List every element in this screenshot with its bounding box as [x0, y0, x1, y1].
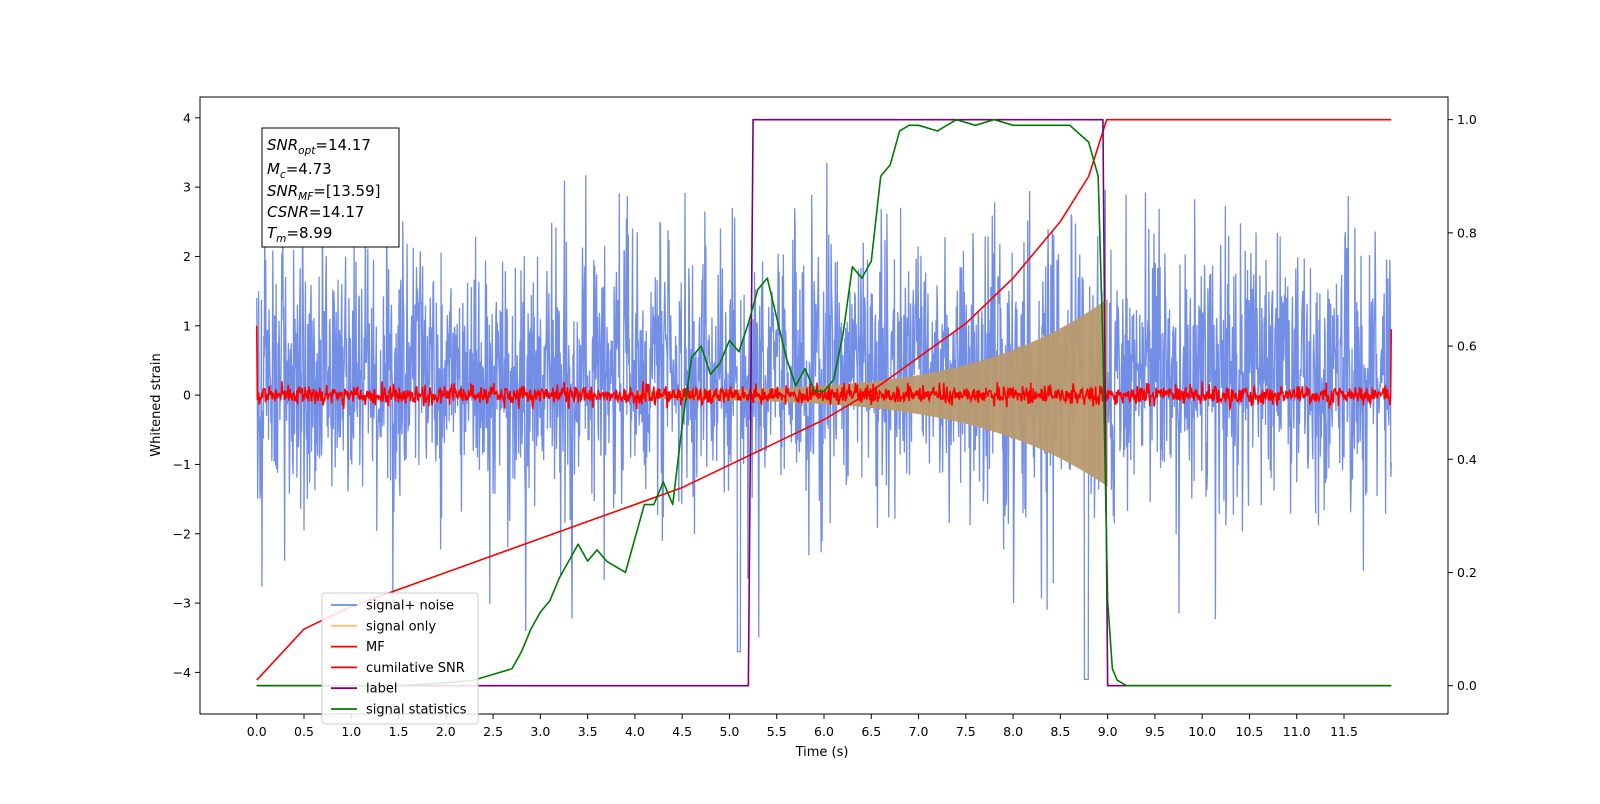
- annotation-var: CSNR: [267, 203, 309, 221]
- annotation-line-snr-mf: SNRMF=[13.59]: [267, 182, 381, 203]
- plot-layer: [255, 118, 1393, 687]
- annotation-var: SNR: [267, 182, 298, 200]
- annotation-var: M: [267, 160, 280, 178]
- annotation-sub: c: [280, 169, 286, 181]
- x-axis: 0.0 0.5 1.0 1.5 2.0 2.5 3.0 3.5 4.0 4.5 5.0 5.5 6.0 6…: [247, 714, 1358, 739]
- y-tick-label-left: 1: [183, 318, 191, 333]
- y-tick-label-right: 0.6: [1457, 339, 1477, 354]
- y-tick-label-left: 0: [183, 388, 191, 403]
- x-tick-label: 5.0: [720, 724, 740, 739]
- x-tick-label: 10.0: [1188, 724, 1216, 739]
- x-tick-label: 0.5: [294, 724, 314, 739]
- x-tick-label: 8.5: [1050, 724, 1070, 739]
- x-tick-label: 6.5: [861, 724, 881, 739]
- annotation-sub: m: [276, 233, 286, 245]
- x-tick-label: 10.5: [1236, 724, 1264, 739]
- y-tick-label-left: −3: [173, 596, 191, 611]
- x-tick-label: 6.0: [814, 724, 834, 739]
- x-axis-label: Time (s): [795, 745, 849, 760]
- legend-label: cumilative SNR: [366, 661, 465, 676]
- y-axis-label: Whitened strain: [149, 353, 164, 456]
- y-tick-label-left: 4: [183, 110, 191, 125]
- x-tick-label: 1.0: [341, 724, 361, 739]
- series-mf: [255, 325, 1393, 412]
- series-cumulative-snr: [256, 118, 1392, 681]
- x-tick-label: 4.5: [672, 724, 692, 739]
- annotation-sub: MF: [298, 191, 314, 203]
- legend-frame: [321, 592, 479, 725]
- y-tick-label-left: −2: [173, 526, 191, 541]
- annotation-value: =14.17: [315, 136, 371, 154]
- series-signal-noise: [256, 162, 1392, 680]
- x-tick-label: 4.0: [625, 724, 645, 739]
- y-tick-label-right: 0.2: [1457, 565, 1477, 580]
- y-tick-label-left: −4: [173, 665, 191, 680]
- legend-label: label: [366, 682, 397, 697]
- annotation-sub: opt: [298, 145, 316, 157]
- x-tick-label: 11.5: [1330, 724, 1358, 739]
- legend-label: signal only: [366, 619, 436, 634]
- annotation-line-csnr: CSNR=14.17: [267, 203, 364, 221]
- annotation-line-tm: Tm=8.99: [267, 224, 332, 245]
- annotation-value: =4.73: [286, 160, 332, 178]
- annotation-var: SNR: [267, 136, 298, 154]
- x-tick-label: 3.0: [530, 724, 550, 739]
- y-tick-label-left: 3: [183, 180, 191, 195]
- x-tick-label: 9.5: [1145, 724, 1165, 739]
- x-tick-label: 0.0: [247, 724, 267, 739]
- x-tick-label: 2.5: [483, 724, 503, 739]
- x-tick-label: 8.0: [1003, 724, 1023, 739]
- x-tick-label: 5.5: [767, 724, 787, 739]
- annotation-value: =8.99: [286, 224, 332, 242]
- annotation-box: SNRopt=14.17 Mc=4.73 SNRMF=[13.59] CSNR=…: [261, 127, 400, 248]
- annotation-value: =14.17: [309, 203, 365, 221]
- y-axis-right: 0.0 0.2 0.4 0.6 0.8 1.0: [1448, 112, 1477, 693]
- y-tick-label-right: 0.4: [1457, 452, 1477, 467]
- x-tick-label: 3.5: [578, 724, 598, 739]
- x-tick-label: 7.0: [909, 724, 929, 739]
- annotation-value: =[13.59]: [313, 182, 380, 200]
- y-tick-label-right: 0.0: [1457, 678, 1477, 693]
- x-tick-label: 2.0: [436, 724, 456, 739]
- y-axis-left: −4 −3 −2 −1 0 1 2 3 4: [173, 110, 200, 680]
- legend-label: signal statistics: [366, 703, 467, 718]
- x-tick-label: 1.5: [389, 724, 409, 739]
- legend: signal+ noise signal only MF cumilative SNR…: [321, 592, 479, 725]
- legend-label: signal+ noise: [366, 599, 454, 614]
- x-tick-label: 7.5: [956, 724, 976, 739]
- annotation-line-snr-opt: SNRopt=14.17: [267, 136, 371, 157]
- y-tick-label-right: 1.0: [1457, 112, 1477, 127]
- y-tick-label-left: 2: [183, 249, 191, 264]
- y-tick-label-left: −1: [173, 457, 191, 472]
- series-signal-statistics: [256, 118, 1392, 687]
- x-tick-label: 9.0: [1098, 724, 1118, 739]
- x-tick-label: 11.0: [1283, 724, 1311, 739]
- annotation-var: T: [267, 224, 278, 242]
- legend-label: MF: [366, 640, 385, 655]
- y-tick-label-right: 0.8: [1457, 225, 1477, 240]
- annotation-frame: [261, 127, 400, 248]
- annotation-line-mc: Mc=4.73: [267, 160, 332, 181]
